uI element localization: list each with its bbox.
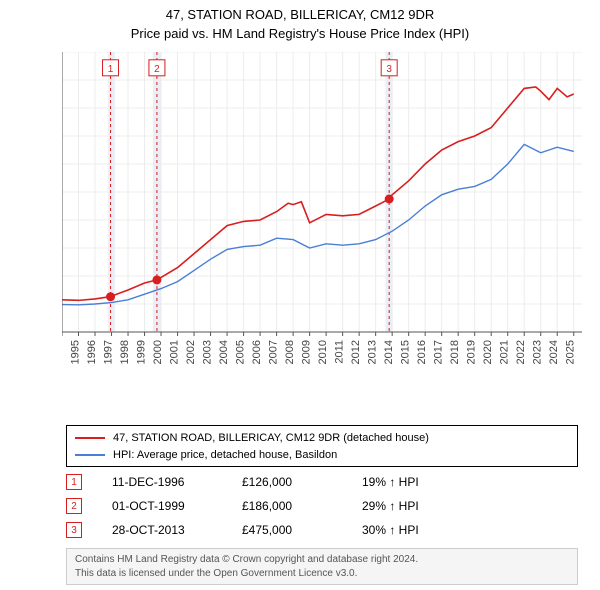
legend-item: 47, STATION ROAD, BILLERICAY, CM12 9DR (…	[75, 430, 569, 447]
svg-text:2: 2	[154, 64, 160, 75]
svg-text:2007: 2007	[268, 340, 280, 364]
transaction-row: 3 28-OCT-2013£475,00030% ↑ HPI	[66, 518, 578, 542]
legend-swatch	[75, 437, 105, 439]
transactions-table: 1 11-DEC-1996£126,00019% ↑ HPI 2 01-OCT-199…	[66, 470, 578, 542]
title-line-1: 47, STATION ROAD, BILLERICAY, CM12 9DR	[0, 6, 600, 25]
transaction-row: 2 01-OCT-1999£186,00029% ↑ HPI	[66, 494, 578, 518]
svg-text:1995: 1995	[70, 340, 82, 364]
transaction-pct: 29% ↑ HPI	[362, 499, 502, 513]
svg-text:2024: 2024	[548, 340, 560, 364]
transaction-price: £126,000	[242, 475, 362, 489]
transaction-row: 1 11-DEC-1996£126,00019% ↑ HPI	[66, 470, 578, 494]
svg-text:2004: 2004	[218, 340, 230, 364]
transaction-pct: 30% ↑ HPI	[362, 523, 502, 537]
svg-text:2009: 2009	[301, 340, 313, 364]
svg-text:2014: 2014	[383, 340, 395, 364]
transaction-marker: 1	[66, 474, 82, 490]
svg-text:2000: 2000	[152, 340, 164, 364]
transaction-date: 28-OCT-2013	[112, 523, 242, 537]
title-block: 47, STATION ROAD, BILLERICAY, CM12 9DR P…	[0, 0, 600, 46]
svg-text:2022: 2022	[515, 340, 527, 364]
transaction-pct: 19% ↑ HPI	[362, 475, 502, 489]
transaction-date: 01-OCT-1999	[112, 499, 242, 513]
svg-text:1998: 1998	[119, 340, 131, 364]
footer-line: Contains HM Land Registry data © Crown c…	[75, 553, 569, 567]
transaction-marker: 3	[66, 522, 82, 538]
legend: 47, STATION ROAD, BILLERICAY, CM12 9DR (…	[66, 425, 578, 467]
svg-text:2021: 2021	[499, 340, 511, 364]
svg-text:2008: 2008	[284, 340, 296, 364]
footer-attribution: Contains HM Land Registry data © Crown c…	[66, 548, 578, 585]
footer-line: This data is licensed under the Open Gov…	[75, 567, 569, 581]
svg-text:2018: 2018	[449, 340, 461, 364]
svg-text:2010: 2010	[317, 340, 329, 364]
price-chart: £0£100K£200K£300K£400K£500K£600K£700K£80…	[62, 52, 582, 372]
transaction-price: £186,000	[242, 499, 362, 513]
svg-text:1997: 1997	[103, 340, 115, 364]
transaction-marker: 2	[66, 498, 82, 514]
svg-text:2015: 2015	[400, 340, 412, 364]
title-line-2: Price paid vs. HM Land Registry's House …	[0, 25, 600, 44]
svg-text:2017: 2017	[433, 340, 445, 364]
svg-text:2016: 2016	[416, 340, 428, 364]
transaction-date: 11-DEC-1996	[112, 475, 242, 489]
svg-text:2003: 2003	[202, 340, 214, 364]
svg-text:2020: 2020	[482, 340, 494, 364]
svg-text:1: 1	[108, 64, 114, 75]
svg-text:2019: 2019	[466, 340, 478, 364]
svg-text:2005: 2005	[235, 340, 247, 364]
svg-text:3: 3	[386, 64, 392, 75]
svg-text:2002: 2002	[185, 340, 197, 364]
legend-label: HPI: Average price, detached house, Basi…	[113, 447, 337, 464]
svg-text:2001: 2001	[169, 340, 181, 364]
legend-label: 47, STATION ROAD, BILLERICAY, CM12 9DR (…	[113, 430, 429, 447]
svg-text:2025: 2025	[565, 340, 577, 364]
svg-text:2012: 2012	[350, 340, 362, 364]
svg-text:1999: 1999	[136, 340, 148, 364]
legend-item: HPI: Average price, detached house, Basi…	[75, 447, 569, 464]
svg-text:2013: 2013	[367, 340, 379, 364]
svg-text:2006: 2006	[251, 340, 263, 364]
svg-text:2023: 2023	[532, 340, 544, 364]
svg-text:2011: 2011	[334, 340, 346, 364]
transaction-price: £475,000	[242, 523, 362, 537]
legend-swatch	[75, 454, 105, 456]
svg-text:1994: 1994	[62, 340, 65, 364]
svg-text:1996: 1996	[86, 340, 98, 364]
